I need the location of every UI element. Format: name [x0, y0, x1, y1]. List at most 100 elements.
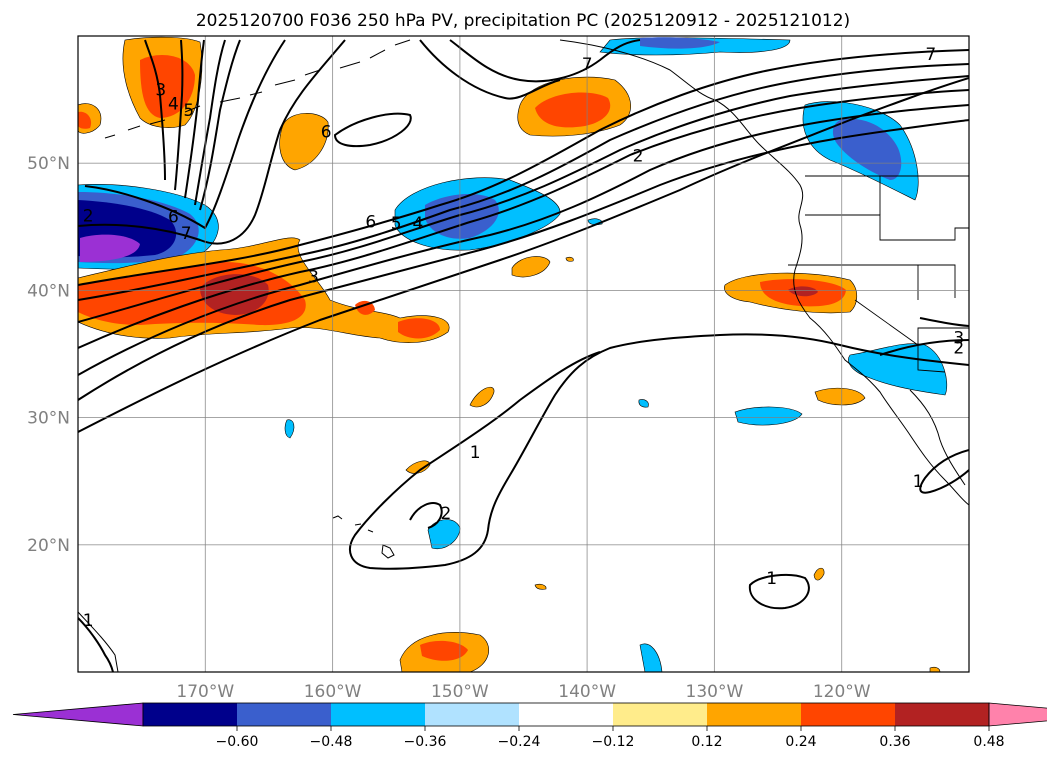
political-borders: [788, 175, 969, 373]
precip-negative-west-core: [80, 234, 140, 262]
border-california-nevada: [854, 299, 969, 346]
colorbar-segment: [237, 703, 332, 726]
pv-contour-label: 1: [470, 443, 481, 463]
border-oregon-california: [788, 264, 956, 298]
colorbar-tick-label: −0.48: [310, 734, 353, 750]
colorbar-extend-low: [12, 702, 144, 727]
colorbar-segment: [895, 703, 990, 726]
pv-contour-1-main: [78, 77, 969, 433]
coastlines: [78, 39, 969, 672]
pv-contour-5-main: [78, 75, 969, 323]
pv-contour-label: 7: [582, 55, 593, 75]
lon-tick-label: 140°W: [558, 682, 616, 702]
pv-contour-label: 1: [913, 472, 924, 492]
pv-contour-north-7: [144, 39, 166, 181]
precip-positive-patch-1: [511, 256, 551, 278]
pv-contour-4-main: [78, 89, 969, 349]
longitude-tick-labels: 170°W 160°W 150°W 140°W 130°W 120°W: [176, 682, 870, 702]
colorbar-segment: [143, 703, 238, 726]
lon-tick-label: 120°W: [813, 682, 871, 702]
coast-alaska: [559, 39, 969, 506]
precip-negative-central-inner: [425, 193, 499, 239]
colorbar-tick-label: 0.36: [879, 734, 910, 750]
pv-contour-north-5: [184, 39, 205, 199]
precip-positive-west-small: [398, 318, 440, 339]
border-us-mexico: [917, 345, 946, 373]
colorbar-segment: [425, 703, 520, 726]
pv-contour-label: 6: [321, 122, 332, 142]
colorbar-tick-label: 0.48: [973, 734, 1004, 750]
pv-contour-north-4: [194, 39, 226, 206]
pv-contour-7-main: [78, 49, 969, 286]
lat-tick-label: 40°N: [27, 281, 70, 301]
pv-contour-1-closed-south: [748, 573, 810, 610]
pv-contour-2-east: [879, 339, 969, 356]
coast-mexico-pacific: [78, 611, 119, 672]
precip-negative-socal: [848, 343, 948, 396]
colorbar-segment: [613, 703, 708, 726]
precip-positive-ne-pacific-patch: [279, 113, 329, 171]
precip-positive-patch-5: [813, 567, 825, 581]
precip-positive-patch-8: [929, 666, 941, 672]
pv-contour-1-loop: [349, 333, 969, 570]
border-states-west: [805, 214, 969, 241]
precip-positive-patch-6: [534, 583, 547, 590]
precip-negative-pnw-inner: [832, 118, 902, 180]
precip-positive-far-west-inner: [78, 111, 92, 129]
precip-positive-patch-7: [565, 256, 574, 262]
pv-contour-gulf-7: [449, 39, 641, 83]
precip-positive-gulf-inner: [535, 92, 611, 128]
lon-tick-label: 130°W: [686, 682, 744, 702]
pv-contour-3-east: [919, 317, 969, 327]
precip-negative-small-3: [638, 399, 649, 408]
pv-contour-label: 7: [181, 224, 192, 244]
pv-contour-label: 6: [365, 213, 376, 233]
pv-contour-label: 1: [766, 569, 777, 589]
chart-title: 2025120700 F036 250 hPa PV, precipitatio…: [196, 11, 850, 31]
pv-contour-label: 5: [391, 214, 402, 234]
lat-tick-label: 50°N: [27, 154, 70, 174]
pv-contours: [78, 39, 969, 672]
map-frame: [77, 35, 970, 673]
colorbar-segment: [519, 703, 614, 726]
pv-contour-mexico-1: [78, 617, 114, 672]
colorbar-tick-label: −0.60: [216, 734, 259, 750]
pv-contour-north-2: [84, 39, 286, 230]
colorbar-tick-label: 0.24: [785, 734, 816, 750]
pv-contour-label: 2: [953, 339, 964, 359]
lat-tick-label: 30°N: [27, 409, 70, 429]
pv-contour-3-main: [78, 104, 969, 376]
pv-contour-label: 2: [440, 504, 451, 524]
lat-tick-label: 20°N: [27, 536, 70, 556]
pv-contour-north-6: [174, 39, 184, 191]
precip-positive-patch-4: [814, 387, 866, 406]
lon-tick-label: 160°W: [304, 682, 362, 702]
precip-negative-offshore: [734, 406, 803, 426]
lon-tick-label: 150°W: [431, 682, 489, 702]
latitude-tick-labels: 20°N 30°N 40°N 50°N: [27, 154, 70, 556]
gridlines: [78, 36, 969, 672]
pv-contour-2-main: [78, 119, 969, 401]
pv-contour-north-1: [78, 39, 346, 245]
colorbar-extend-high: [988, 702, 1047, 727]
pv-contour-label: 3: [155, 80, 166, 100]
colorbar-tick-label: −0.36: [404, 734, 447, 750]
colorbar-segment: [331, 703, 426, 726]
pv-contour-gulf-outer: [419, 39, 561, 100]
colorbar-segment: [801, 703, 896, 726]
pv-contour-2-hawaii: [409, 502, 443, 529]
pv-contour-label: 6: [168, 208, 179, 228]
lon-tick-label: 170°W: [176, 682, 234, 702]
precip-positive-patch-2: [469, 386, 495, 408]
pv-contour-6-closed: [333, 112, 412, 148]
pv-contour-label: 2: [83, 206, 94, 226]
pv-contour-label: 5: [183, 101, 194, 121]
pv-contour-label: 1: [83, 611, 94, 631]
coast-aleutians: [104, 39, 411, 139]
pv-contour-label: 2: [633, 147, 644, 167]
coast-baja-inner: [909, 389, 966, 486]
precip-negative-gulf-inner: [640, 37, 720, 49]
